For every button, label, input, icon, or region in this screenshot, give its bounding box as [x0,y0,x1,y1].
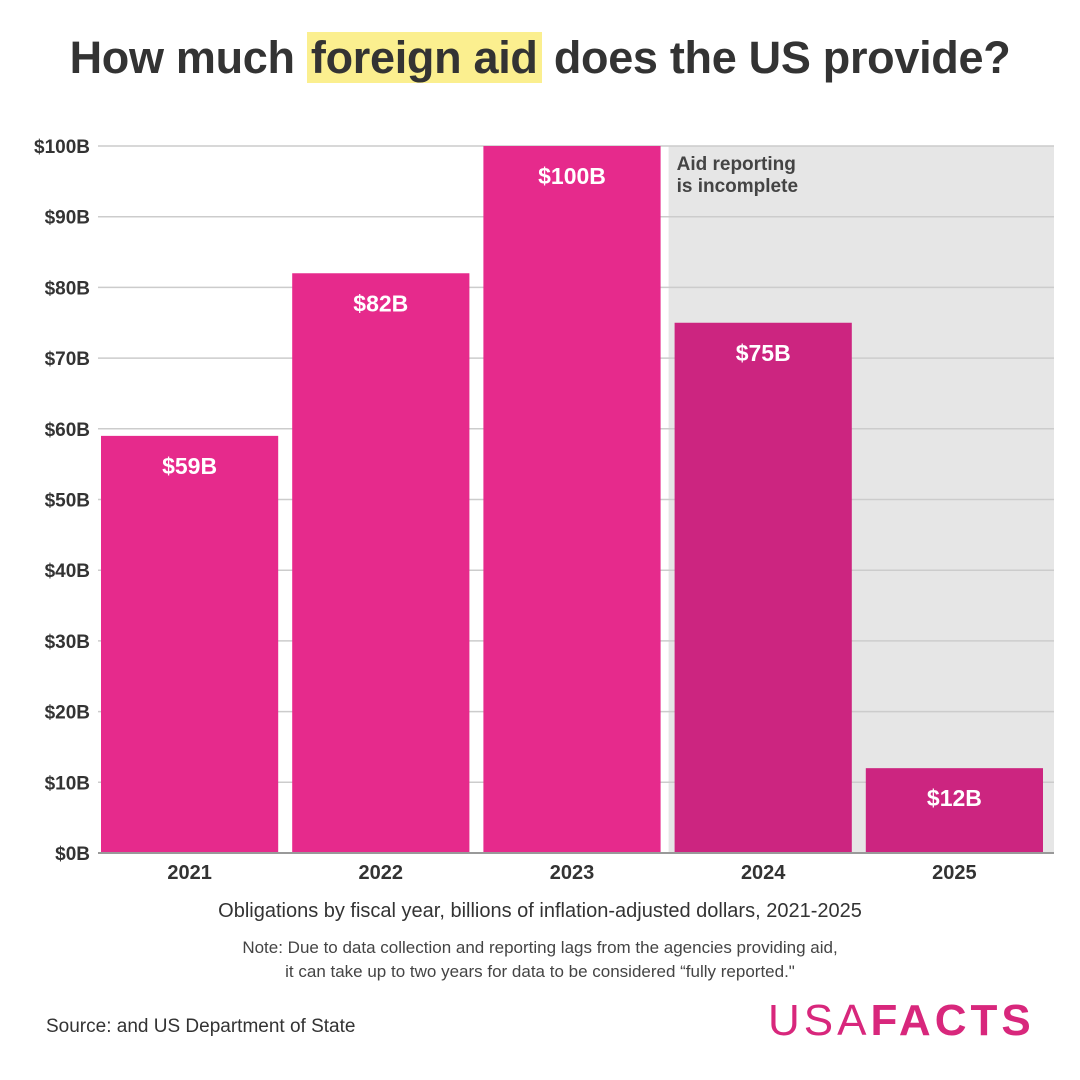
y-tick-label: $20B [45,703,90,724]
y-tick-label: $60B [45,420,90,441]
y-tick-label: $30B [45,632,90,653]
bar-2021 [101,435,279,853]
source-text: Source: and US Department of State [46,1016,356,1037]
y-tick-label: $0B [55,844,90,865]
y-tick-label: $90B [45,208,90,229]
logo-facts: FACTS [870,996,1035,1045]
y-tick-label: $100B [34,137,90,158]
title-before: How much [69,32,307,83]
y-tick-label: $70B [45,349,90,370]
x-tick-label: 2021 [167,862,212,884]
y-tick-label: $10B [45,773,90,794]
data-label: $59B [162,453,217,479]
data-label: $100B [538,163,606,189]
title-highlight: foreign aid [306,32,542,83]
title-after: does the US provide? [541,32,1011,83]
chart-subtitle: Obligations by fiscal year, billions of … [218,900,862,922]
usafacts-logo: USAFACTS [768,996,1035,1046]
x-tick-label: 2025 [932,862,977,884]
logo-usa: USA [768,996,871,1045]
incomplete-annotation-line-1: Aid reporting [677,154,796,175]
bar-2023 [483,146,661,853]
y-tick-label: $40B [45,561,90,582]
data-label: $82B [353,290,408,316]
incomplete-annotation-line-2: is incomplete [677,176,798,197]
x-tick-label: 2024 [741,862,786,884]
x-tick-label: 2022 [359,862,404,884]
data-label: $12B [927,785,982,811]
y-tick-label: $80B [45,278,90,299]
bar-2024 [674,322,852,853]
data-label: $75B [736,340,791,366]
chart-note: Note: Due to data collection and reporti… [0,936,1080,984]
x-tick-label: 2023 [550,862,595,884]
bar-2022 [292,273,470,853]
bar-2025 [865,768,1043,853]
chart-title: How much foreign aid does the US provide… [0,32,1080,84]
note-line-1: Note: Due to data collection and reporti… [242,938,838,957]
y-tick-label: $50B [45,491,90,512]
note-line-2: it can take up to two years for data to … [285,962,795,981]
